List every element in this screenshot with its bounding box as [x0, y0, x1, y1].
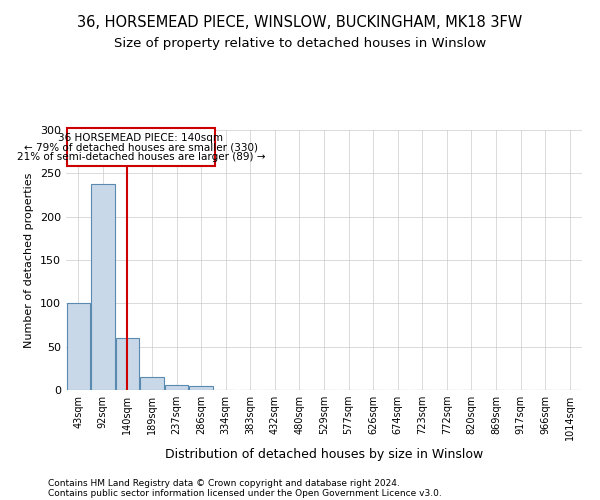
Bar — [140, 377, 164, 390]
Bar — [116, 338, 139, 390]
Bar — [67, 304, 90, 390]
Bar — [91, 184, 115, 390]
X-axis label: Distribution of detached houses by size in Winslow: Distribution of detached houses by size … — [165, 448, 483, 462]
Text: Size of property relative to detached houses in Winslow: Size of property relative to detached ho… — [114, 38, 486, 51]
Text: Contains HM Land Registry data © Crown copyright and database right 2024.: Contains HM Land Registry data © Crown c… — [48, 478, 400, 488]
Text: ← 79% of detached houses are smaller (330): ← 79% of detached houses are smaller (33… — [24, 142, 258, 152]
Text: Contains public sector information licensed under the Open Government Licence v3: Contains public sector information licen… — [48, 488, 442, 498]
Text: 21% of semi-detached houses are larger (89) →: 21% of semi-detached houses are larger (… — [17, 152, 265, 162]
Text: 36, HORSEMEAD PIECE, WINSLOW, BUCKINGHAM, MK18 3FW: 36, HORSEMEAD PIECE, WINSLOW, BUCKINGHAM… — [77, 15, 523, 30]
Text: 36 HORSEMEAD PIECE: 140sqm: 36 HORSEMEAD PIECE: 140sqm — [58, 133, 223, 143]
Y-axis label: Number of detached properties: Number of detached properties — [25, 172, 34, 348]
Bar — [190, 386, 213, 390]
Bar — [165, 385, 188, 390]
